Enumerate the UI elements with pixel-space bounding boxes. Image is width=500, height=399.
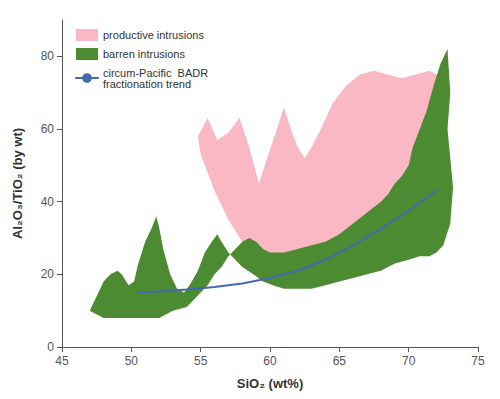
svg-text:barren intrusions: barren intrusions	[103, 48, 185, 60]
svg-text:circum-Pacific BADR: circum-Pacific BADR	[103, 66, 209, 79]
svg-text:45: 45	[55, 354, 69, 368]
svg-text:Al₂O₃/TiO₂ (by wt): Al₂O₃/TiO₂ (by wt)	[10, 128, 25, 239]
svg-text:75: 75	[471, 354, 485, 368]
svg-text:SiO₂ (wt%): SiO₂ (wt%)	[237, 376, 303, 391]
svg-text:80: 80	[41, 49, 55, 63]
svg-text:65: 65	[333, 354, 347, 368]
svg-text:productive intrusions: productive intrusions	[103, 29, 204, 41]
svg-text:fractionation trend: fractionation trend	[103, 78, 191, 90]
svg-text:20: 20	[41, 267, 55, 281]
svg-text:40: 40	[41, 195, 55, 209]
svg-text:50: 50	[125, 354, 139, 368]
svg-text:0: 0	[47, 340, 54, 354]
svg-text:60: 60	[263, 354, 277, 368]
svg-text:55: 55	[194, 354, 208, 368]
svg-text:70: 70	[402, 354, 416, 368]
svg-text:60: 60	[41, 122, 55, 136]
